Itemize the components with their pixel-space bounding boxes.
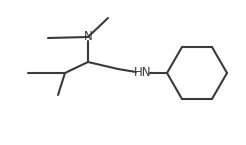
Text: N: N bbox=[84, 30, 92, 44]
Text: HN: HN bbox=[134, 67, 152, 79]
